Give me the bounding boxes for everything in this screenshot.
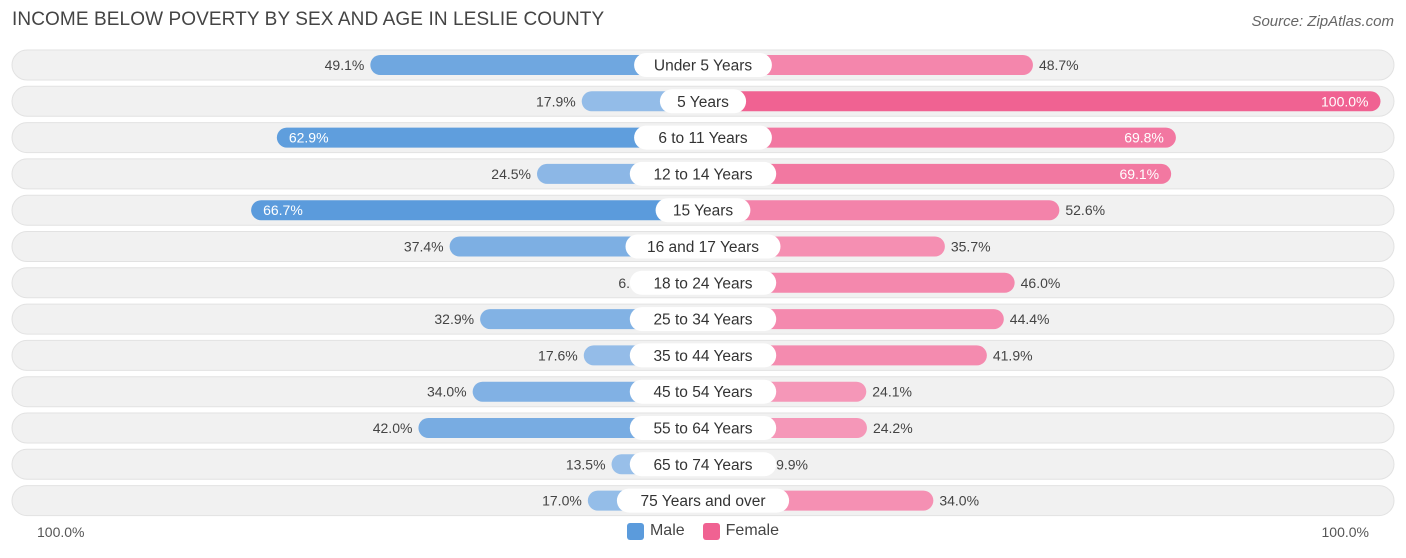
category-pill — [629, 307, 777, 332]
legend-label-female: Female — [725, 522, 780, 539]
bar-female — [703, 272, 1015, 293]
category-label: 16 and 17 Years — [647, 239, 759, 256]
data-label-male: 32.9% — [434, 311, 474, 327]
data-label-male: 17.9% — [536, 93, 576, 109]
bar-male — [251, 200, 704, 221]
data-label-female: 69.1% — [1119, 166, 1159, 182]
bar-female — [703, 163, 1172, 184]
category-pill — [655, 198, 751, 223]
bar-female — [703, 200, 1060, 221]
category-label: 55 to 64 Years — [653, 421, 752, 438]
data-label-female: 35.7% — [951, 239, 991, 255]
data-label-male: 24.5% — [491, 166, 531, 182]
bar-female — [703, 91, 1381, 112]
data-label-female: 52.6% — [1065, 202, 1105, 218]
category-pill — [629, 161, 777, 186]
data-label-female: 34.0% — [939, 493, 979, 509]
legend-item-male: Male — [626, 522, 685, 540]
data-label-male: 49.1% — [325, 57, 365, 73]
category-pill — [625, 234, 781, 259]
category-pill — [634, 53, 772, 77]
data-label-male: 13.5% — [566, 456, 606, 472]
legend-swatch-male — [626, 522, 644, 540]
chart-title: INCOME BELOW POVERTY BY SEX AND AGE IN L… — [12, 9, 605, 30]
category-label: 18 to 24 Years — [653, 275, 752, 292]
category-pill — [629, 343, 777, 368]
data-label-female: 24.2% — [873, 420, 913, 436]
data-label-male: 42.0% — [373, 420, 413, 436]
chart-canvas: 49.1% 48.7% Under 5 Years 17.9% 100.0% 5 Year… — [11, 49, 1395, 517]
category-label: 6 to 11 Years — [658, 130, 748, 147]
bar-male — [276, 127, 703, 148]
data-label-female: 41.9% — [993, 347, 1033, 363]
data-label-female: 44.4% — [1010, 311, 1050, 327]
category-label: 25 to 34 Years — [653, 312, 752, 329]
data-label-male: 37.4% — [404, 239, 444, 255]
data-label-male: 66.7% — [263, 202, 303, 218]
legend: Male Female — [0, 522, 1406, 540]
legend-label-male: Male — [649, 522, 685, 539]
category-label: Under 5 Years — [654, 58, 752, 75]
data-label-male: 34.0% — [427, 384, 467, 400]
category-pill — [629, 416, 777, 440]
category-label: 65 to 74 Years — [653, 457, 752, 474]
bar-female — [703, 309, 1004, 330]
bar-female — [703, 127, 1176, 148]
legend-swatch-female — [702, 522, 720, 540]
chart-source: Source: ZipAtlas.com — [1251, 13, 1394, 30]
category-label: 15 Years — [673, 203, 734, 220]
data-label-male: 17.6% — [538, 347, 578, 363]
data-label-female: 24.1% — [872, 384, 912, 400]
category-label: 5 Years — [677, 94, 729, 111]
data-label-female: 69.8% — [1124, 130, 1164, 146]
data-label-female: 46.0% — [1021, 275, 1061, 291]
data-label-male: 62.9% — [289, 130, 329, 146]
data-label-female: 100.0% — [1321, 93, 1368, 109]
legend-item-female: Female — [702, 522, 780, 540]
category-label: 45 to 54 Years — [653, 384, 752, 401]
category-pill — [634, 125, 772, 150]
axis-right-label: 100.0% — [1321, 524, 1369, 540]
axis-left-label: 100.0% — [37, 524, 85, 540]
category-label: 12 to 14 Years — [653, 166, 752, 183]
category-pill — [616, 488, 790, 513]
bar-male — [370, 55, 703, 75]
data-label-female: 9.9% — [776, 456, 808, 472]
category-label: 35 to 44 Years — [653, 348, 752, 365]
bar-female — [703, 55, 1033, 75]
data-label-male: 17.0% — [542, 493, 582, 509]
category-pill — [629, 270, 777, 295]
category-pill — [629, 379, 777, 404]
category-pill — [659, 89, 747, 114]
category-label: 75 Years and over — [641, 493, 766, 510]
data-label-female: 48.7% — [1039, 57, 1079, 73]
category-pill — [629, 452, 777, 477]
